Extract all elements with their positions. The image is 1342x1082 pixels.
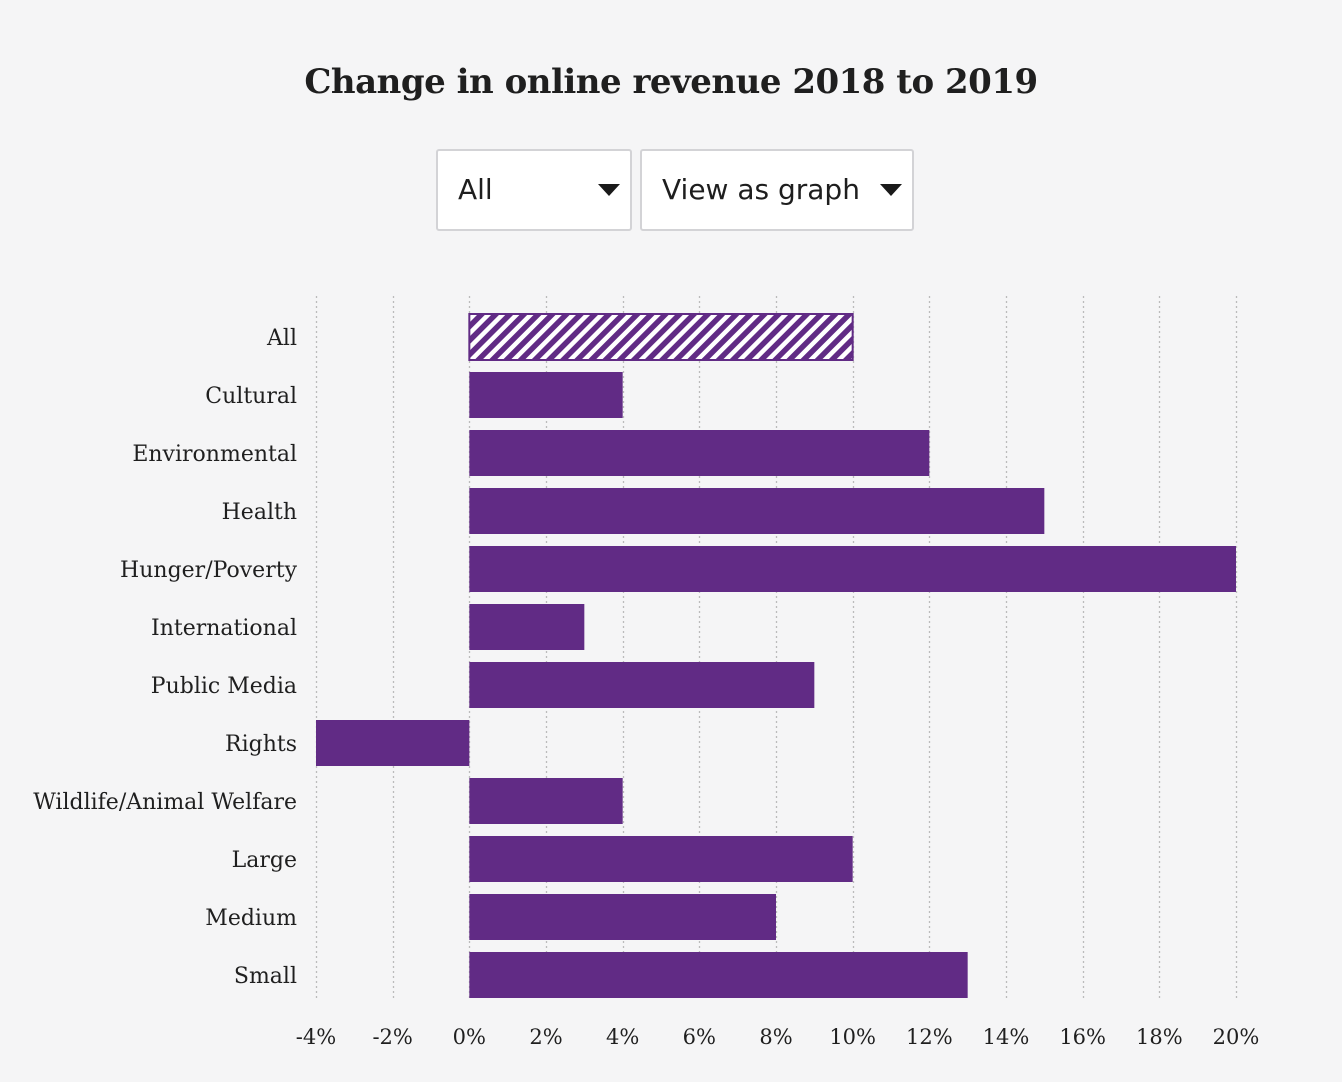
x-tick-label: 20% (1213, 1025, 1260, 1049)
category-label: Cultural (205, 384, 297, 409)
x-tick-label: 0% (453, 1025, 486, 1049)
category-label: Wildlife/Animal Welfare (33, 790, 297, 815)
x-tick-label: -4% (296, 1025, 336, 1049)
bar-international[interactable] (469, 604, 585, 650)
bar-health[interactable] (469, 488, 1045, 534)
category-labels: All Cultural Environmental Health Hunger/Pov… (33, 326, 297, 989)
x-tick-label: 4% (606, 1025, 639, 1049)
x-tick-label: 14% (983, 1025, 1030, 1049)
category-filter-dropdown[interactable]: All (436, 149, 632, 231)
bar-medium[interactable] (469, 894, 776, 940)
gridlines (315, 296, 1238, 1000)
category-label: All (266, 326, 297, 351)
view-mode-value: View as graph (662, 172, 860, 206)
category-label: Small (234, 964, 297, 989)
bars (316, 313, 1236, 998)
x-axis-tick-labels: -4% -2% 0% 2% 4% 6% 8% 10% 12% 14% 16% 18% 20% (296, 1025, 1260, 1049)
x-tick-label: 8% (759, 1025, 792, 1049)
bar-rights[interactable] (316, 720, 470, 766)
category-label: Large (232, 848, 297, 873)
chevron-down-icon (880, 184, 902, 196)
chart-title: Change in online revenue 2018 to 2019 (304, 62, 1038, 102)
bar-all[interactable] (468, 313, 854, 361)
category-label: Rights (225, 732, 297, 757)
bar-large[interactable] (469, 836, 853, 882)
x-tick-label: -2% (372, 1025, 412, 1049)
category-label: Health (222, 500, 297, 525)
x-tick-label: 10% (829, 1025, 876, 1049)
chevron-down-icon (598, 184, 620, 196)
x-tick-label: 12% (906, 1025, 953, 1049)
x-tick-label: 18% (1136, 1025, 1183, 1049)
x-tick-label: 6% (683, 1025, 716, 1049)
bar-cultural[interactable] (469, 372, 623, 418)
category-filter-value: All (458, 172, 493, 206)
bar-environmental[interactable] (469, 430, 930, 476)
bar-wildlife-animal-welfare[interactable] (469, 778, 623, 824)
view-mode-dropdown[interactable]: View as graph (640, 149, 914, 231)
x-tick-label: 2% (529, 1025, 562, 1049)
x-tick-label: 16% (1059, 1025, 1106, 1049)
category-label: Environmental (132, 442, 297, 467)
category-label: Hunger/Poverty (120, 558, 298, 583)
category-label: International (151, 616, 297, 641)
category-label: Public Media (151, 674, 297, 699)
bar-public-media[interactable] (469, 662, 815, 708)
bar-small[interactable] (469, 952, 968, 998)
bar-hunger-poverty[interactable] (469, 546, 1236, 592)
category-label: Medium (205, 906, 297, 931)
